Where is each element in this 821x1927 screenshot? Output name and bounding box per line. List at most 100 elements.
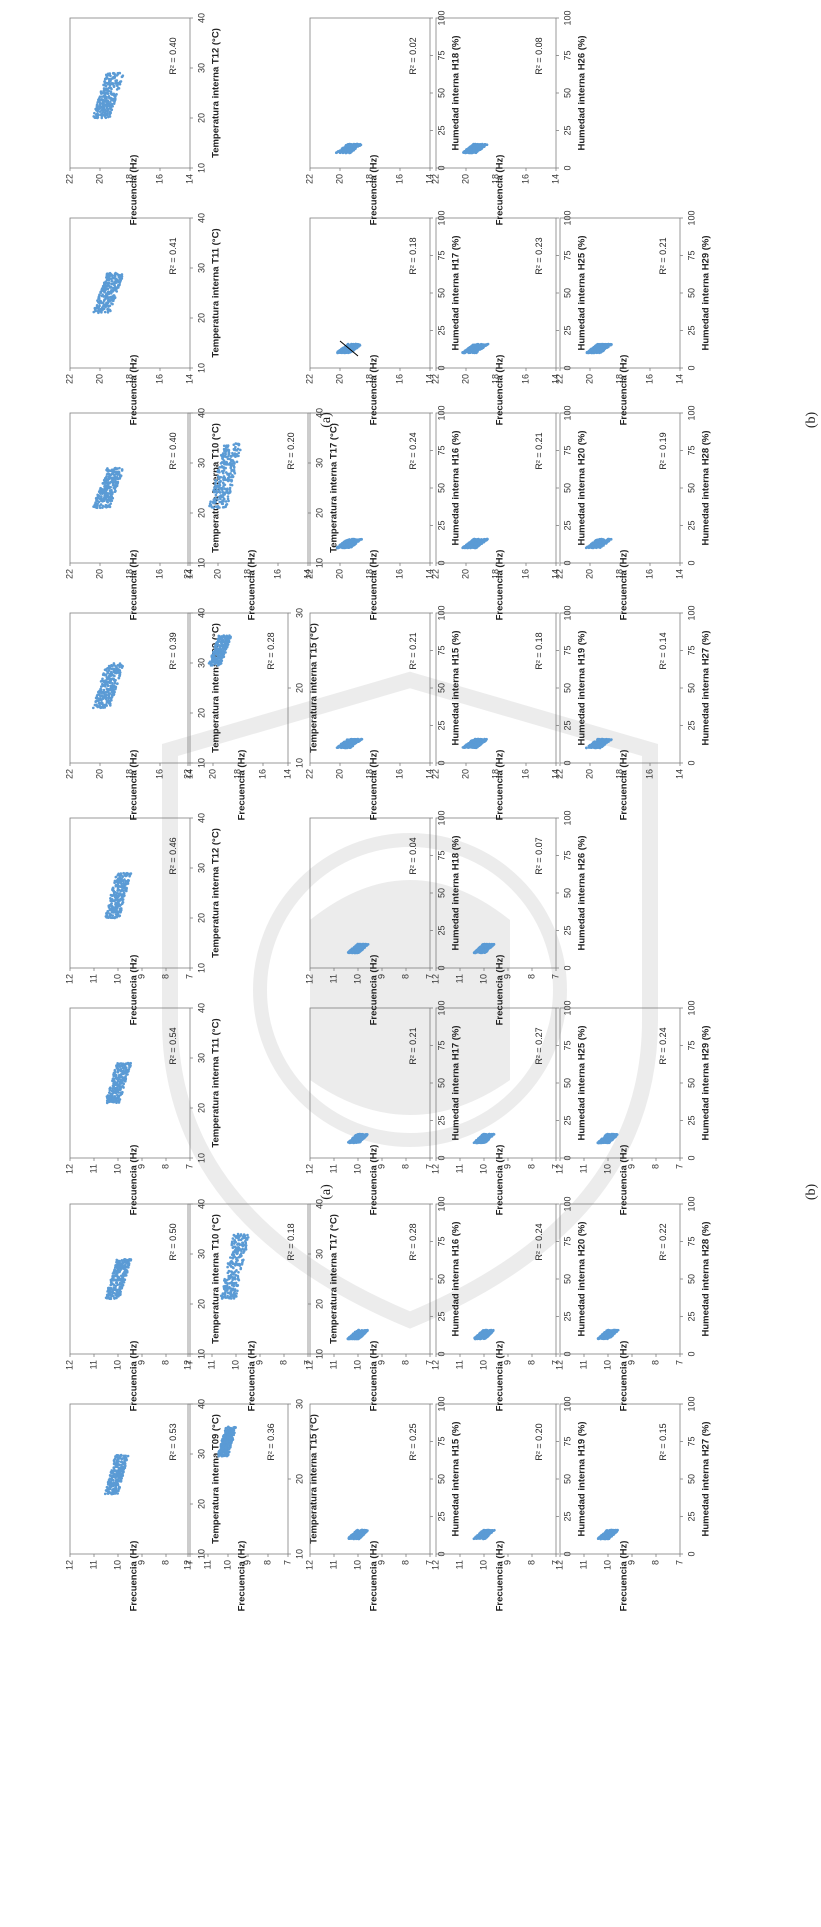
x-tick-label: 10 bbox=[196, 1153, 206, 1163]
data-point bbox=[117, 1095, 120, 1098]
data-point bbox=[119, 1079, 123, 1082]
y-tick-label: 11 bbox=[454, 1360, 464, 1369]
scatter-points bbox=[91, 662, 124, 710]
y-axis-label: Frecuencia (Hz) bbox=[128, 1145, 139, 1216]
data-point bbox=[223, 1295, 227, 1299]
r-squared-label: R² = 0.50 bbox=[168, 1223, 178, 1260]
data-point bbox=[483, 1135, 487, 1139]
data-point bbox=[237, 1238, 241, 1242]
data-point bbox=[105, 916, 108, 919]
scatter-points bbox=[472, 1132, 496, 1145]
data-point bbox=[120, 1463, 123, 1467]
y-tick-label: 11 bbox=[578, 1360, 588, 1369]
y-tick-label: 7 bbox=[282, 1560, 292, 1565]
y-axis-label: Frecuencia (Hz) bbox=[494, 955, 505, 1026]
data-point bbox=[108, 1485, 111, 1489]
data-point bbox=[114, 1491, 118, 1495]
r-squared-label: R² = 0.18 bbox=[286, 1223, 296, 1260]
data-point bbox=[224, 1430, 227, 1434]
data-point bbox=[119, 872, 123, 875]
data-point bbox=[120, 1285, 124, 1288]
data-point bbox=[359, 1532, 363, 1535]
data-point bbox=[357, 1536, 361, 1539]
data-point bbox=[356, 1329, 360, 1333]
data-point bbox=[483, 1331, 487, 1335]
y-tick-label: 10 bbox=[602, 1560, 612, 1570]
data-point bbox=[113, 1482, 116, 1486]
x-tick-label: 25 bbox=[686, 1115, 696, 1125]
data-point bbox=[226, 1435, 229, 1439]
y-tick-label: 12 bbox=[304, 1560, 314, 1570]
data-point bbox=[122, 1271, 126, 1275]
data-point bbox=[365, 1328, 368, 1332]
x-axis-label: Humedad interna H20 (%) bbox=[576, 1221, 587, 1336]
data-point bbox=[122, 1278, 125, 1281]
data-point bbox=[597, 1337, 600, 1340]
data-point bbox=[119, 1085, 123, 1089]
data-point bbox=[230, 1436, 233, 1439]
data-point bbox=[112, 1467, 116, 1470]
x-tick-label: 50 bbox=[562, 888, 572, 898]
data-point bbox=[116, 889, 120, 892]
data-point bbox=[118, 1463, 121, 1467]
data-point bbox=[244, 1241, 248, 1245]
x-tick-label: 20 bbox=[294, 1474, 304, 1484]
x-tick-label: 75 bbox=[436, 1436, 446, 1446]
data-point bbox=[242, 1251, 245, 1254]
data-point bbox=[603, 1140, 606, 1144]
data-point bbox=[231, 1246, 235, 1250]
x-tick-label: 10 bbox=[294, 1549, 304, 1559]
r-squared-label: R² = 0.39 bbox=[168, 632, 178, 669]
x-tick-label: 50 bbox=[562, 1274, 572, 1284]
data-point bbox=[116, 885, 120, 889]
y-tick-label: 10 bbox=[602, 1360, 612, 1370]
data-point bbox=[611, 1529, 615, 1533]
data-point bbox=[219, 1454, 223, 1457]
data-point bbox=[237, 1270, 240, 1274]
data-point bbox=[230, 1431, 234, 1435]
x-tick-label: 75 bbox=[686, 1436, 696, 1446]
data-point bbox=[230, 1439, 233, 1442]
data-point bbox=[120, 908, 123, 912]
x-tick-label: 20 bbox=[196, 913, 206, 923]
data-point bbox=[355, 1139, 359, 1143]
y-tick-label: 9 bbox=[136, 1164, 146, 1169]
y-tick-label: 10 bbox=[352, 974, 362, 984]
data-point bbox=[125, 1271, 129, 1274]
data-point bbox=[117, 914, 121, 918]
data-point bbox=[230, 1283, 234, 1287]
data-point bbox=[111, 1077, 115, 1081]
y-tick-label: 7 bbox=[550, 974, 560, 979]
x-tick-label: 20 bbox=[196, 1499, 206, 1509]
x-tick-label: 20 bbox=[196, 1299, 206, 1309]
y-tick-label: 11 bbox=[328, 974, 338, 983]
data-point bbox=[486, 1532, 490, 1535]
data-point bbox=[115, 1460, 119, 1463]
data-point bbox=[112, 1081, 116, 1085]
data-point bbox=[115, 1453, 119, 1457]
data-point bbox=[115, 903, 119, 907]
data-point bbox=[112, 1287, 115, 1291]
x-tick-label: 75 bbox=[686, 1040, 696, 1050]
data-point bbox=[128, 873, 132, 876]
data-point bbox=[103, 1492, 107, 1496]
data-point bbox=[223, 1440, 227, 1444]
data-point bbox=[350, 1140, 354, 1143]
y-tick-label: 11 bbox=[328, 1164, 338, 1173]
data-point bbox=[124, 874, 128, 878]
scatter-points bbox=[472, 942, 496, 955]
data-point bbox=[239, 1267, 242, 1271]
data-point bbox=[129, 1061, 132, 1065]
data-point bbox=[118, 1269, 121, 1273]
data-point bbox=[478, 1332, 481, 1336]
data-point bbox=[108, 912, 112, 916]
y-tick-label: 8 bbox=[262, 1560, 272, 1565]
data-point bbox=[112, 1459, 116, 1463]
data-point bbox=[234, 1270, 237, 1273]
data-point bbox=[116, 1062, 119, 1065]
r-squared-label: R² = 0.07 bbox=[534, 837, 544, 874]
r-squared-label: R² = 0.46 bbox=[168, 837, 178, 874]
data-point bbox=[235, 1292, 238, 1295]
